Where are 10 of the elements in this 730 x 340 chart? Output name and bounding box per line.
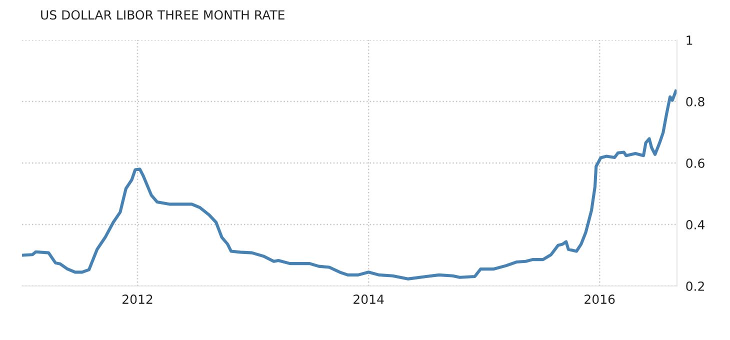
chart-title: US DOLLAR LIBOR THREE MONTH RATE bbox=[41, 10, 284, 20]
line-series bbox=[22, 90, 677, 280]
x-tick-label: 2012 bbox=[122, 294, 152, 304]
y-tick-label: 0.2 bbox=[686, 281, 704, 291]
y-tick-label: 1 bbox=[686, 36, 692, 45]
x-tick-label: 2014 bbox=[354, 294, 384, 304]
y-tick-label: 0.8 bbox=[686, 96, 704, 106]
y-tick-label: 0.6 bbox=[686, 158, 704, 168]
y-tick-label: 0.4 bbox=[686, 220, 705, 230]
x-tick-label: 2016 bbox=[584, 294, 615, 304]
